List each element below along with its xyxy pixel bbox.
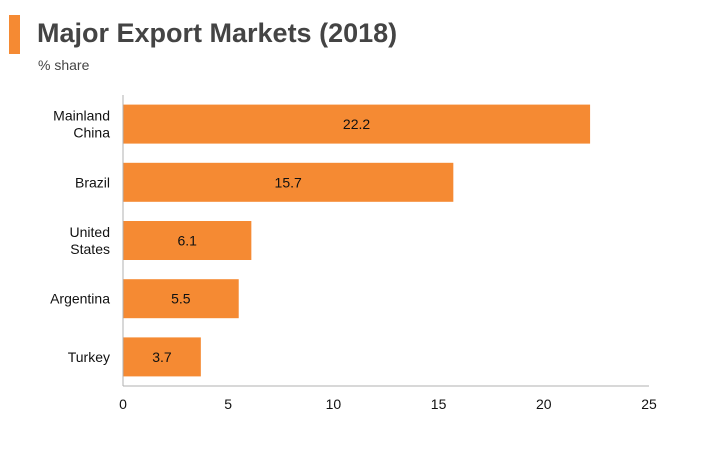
data-label-2: 15.7	[275, 174, 302, 190]
category-label-line: China	[73, 125, 110, 141]
chart-subtitle: % share	[38, 57, 90, 73]
x-tick-label-10: 10	[326, 396, 342, 412]
category-label-line: United	[70, 224, 110, 240]
title-accent-bar	[9, 15, 20, 54]
category-label-4: Argentina	[50, 291, 110, 307]
data-label-5: 3.7	[152, 349, 172, 365]
chart-title: Major Export Markets (2018)	[37, 18, 398, 48]
data-label-1: 22.2	[343, 116, 370, 132]
category-label-1: Mainland China	[53, 108, 110, 141]
category-label-line: Turkey	[68, 349, 110, 365]
x-tick-label-25: 25	[641, 396, 657, 412]
bar-2	[123, 162, 454, 202]
category-label-2: Brazil	[75, 174, 110, 190]
x-tick-label-0: 0	[119, 396, 127, 412]
x-tick-label-5: 5	[224, 396, 232, 412]
data-label-4: 5.5	[171, 291, 191, 307]
category-label-line: Mainland	[53, 108, 110, 124]
category-label-line: States	[70, 241, 110, 257]
data-label-3: 6.1	[177, 233, 197, 249]
category-label-3: United States	[70, 224, 110, 257]
category-label-5: Turkey	[68, 349, 110, 365]
x-tick-label-20: 20	[536, 396, 552, 412]
bar-4	[123, 279, 239, 319]
bar-1	[123, 104, 591, 144]
category-label-line: Brazil	[75, 174, 110, 190]
x-tick-label-15: 15	[431, 396, 447, 412]
bar-3	[123, 221, 252, 260]
category-label-line: Argentina	[50, 291, 110, 307]
bar-5	[123, 337, 201, 377]
